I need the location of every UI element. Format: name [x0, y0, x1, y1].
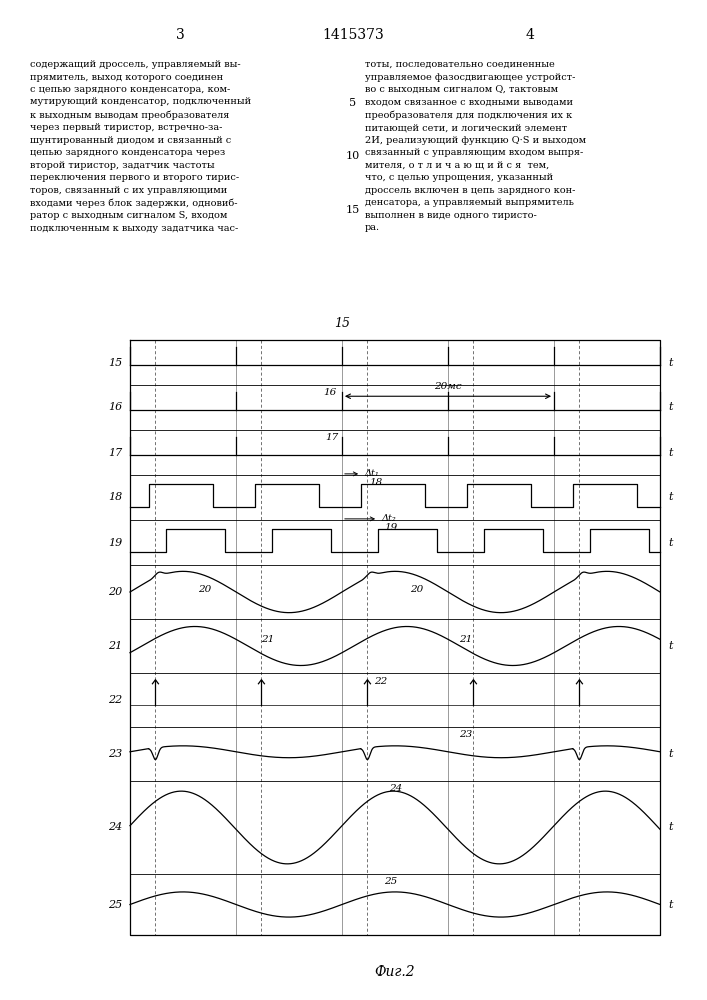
- Text: 19: 19: [385, 523, 397, 532]
- Text: 17: 17: [107, 448, 122, 458]
- Text: 1415373: 1415373: [322, 28, 384, 42]
- Text: 22: 22: [374, 677, 387, 686]
- Text: 17: 17: [326, 433, 339, 442]
- Text: 25: 25: [385, 877, 397, 886]
- Text: t: t: [668, 900, 672, 910]
- Text: t: t: [668, 448, 672, 458]
- Text: t: t: [668, 749, 672, 759]
- Text: t: t: [668, 402, 672, 412]
- Text: 22: 22: [107, 695, 122, 705]
- Text: 5: 5: [349, 98, 356, 108]
- Text: 25: 25: [107, 900, 122, 910]
- Text: 23: 23: [459, 730, 472, 739]
- Text: 20: 20: [107, 587, 122, 597]
- Text: 20мс: 20мс: [434, 382, 462, 391]
- Text: тоты, последовательно соединенные
управляемое фазосдвигающее устройст-
во с выхо: тоты, последовательно соединенные управл…: [365, 60, 586, 232]
- Text: 24: 24: [107, 822, 122, 832]
- Text: Δt₂: Δt₂: [381, 514, 396, 523]
- Text: 3: 3: [175, 28, 185, 42]
- Text: Фиг.2: Фиг.2: [375, 965, 415, 979]
- Text: t: t: [668, 538, 672, 548]
- Text: 20: 20: [410, 585, 423, 594]
- Text: 15: 15: [346, 205, 360, 215]
- Text: 18: 18: [370, 478, 382, 487]
- Text: 4: 4: [525, 28, 534, 42]
- Text: Δt₁: Δt₁: [364, 469, 379, 478]
- Text: 16: 16: [107, 402, 122, 412]
- Text: 19: 19: [107, 538, 122, 548]
- Text: t: t: [668, 822, 672, 832]
- Text: 24: 24: [389, 784, 402, 793]
- Text: 21: 21: [262, 635, 275, 644]
- Text: t: t: [668, 358, 672, 367]
- Text: 20: 20: [198, 585, 211, 594]
- Text: 10: 10: [346, 151, 360, 161]
- Text: содержащий дроссель, управляемый вы-
прямитель, выход которого соединен
с цепью : содержащий дроссель, управляемый вы- пря…: [30, 60, 251, 233]
- Text: t: t: [668, 641, 672, 651]
- Text: 16: 16: [324, 388, 337, 397]
- Text: 21: 21: [459, 635, 472, 644]
- Text: 18: 18: [107, 492, 122, 502]
- Text: t: t: [668, 492, 672, 502]
- Text: 15: 15: [334, 317, 350, 330]
- Text: 15: 15: [107, 358, 122, 367]
- Text: 21: 21: [107, 641, 122, 651]
- Text: 23: 23: [107, 749, 122, 759]
